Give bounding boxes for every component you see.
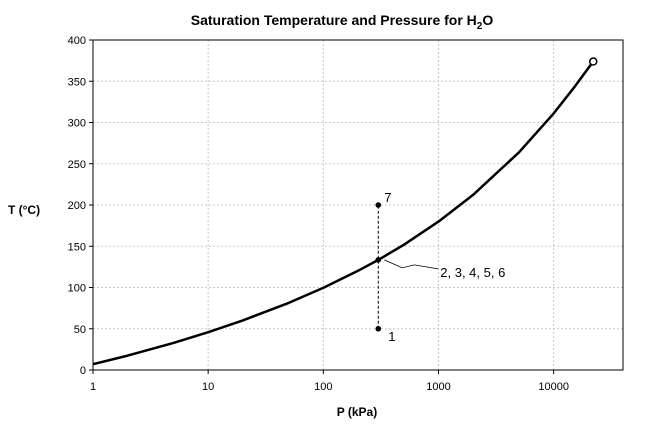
chart-title-subscript: 2	[477, 21, 483, 32]
state-label: 1	[388, 329, 395, 344]
state-points: 1 2, 3, 4, 5, 6 7	[375, 190, 505, 344]
x-tick-label: 1000	[426, 381, 450, 393]
x-tick-label: 10000	[538, 381, 569, 393]
grid	[93, 40, 623, 370]
x-tick-label: 1	[90, 381, 96, 393]
state-point-marker	[375, 257, 382, 263]
x-tick-label: 100	[314, 381, 332, 393]
x-axis-title: P (kPa)	[337, 405, 377, 419]
state-label: 7	[384, 190, 391, 205]
y-tick-label: 150	[68, 241, 86, 253]
y-tick-label: 400	[68, 35, 86, 47]
state-label: 2, 3, 4, 5, 6	[440, 265, 505, 280]
chart-title-main: Saturation Temperature and Pressure for …	[191, 12, 477, 28]
y-tick-label: 0	[80, 365, 86, 377]
y-tick-label: 250	[68, 159, 86, 171]
y-tick-label: 350	[68, 76, 86, 88]
x-tick-label: 10	[202, 381, 214, 393]
state-label-leader-line	[384, 259, 439, 270]
series	[92, 57, 598, 366]
axis-ticks: 0 50 100 150 200 250 300 350 400 1 10 100 1000 10000	[68, 35, 569, 393]
y-tick-label: 100	[68, 283, 86, 295]
y-axis-title: T (°C)	[8, 203, 40, 217]
y-tick-label: 200	[68, 200, 86, 212]
state-point-marker	[375, 325, 382, 332]
saturation-curve	[92, 60, 595, 366]
chart-title: Saturation Temperature and Pressure for …	[191, 12, 494, 32]
y-tick-label: 50	[74, 324, 86, 336]
critical-point-marker	[588, 57, 598, 66]
chart-title-suffix: O	[482, 12, 493, 28]
y-tick-label: 300	[68, 118, 86, 130]
state-point-marker	[375, 202, 382, 208]
